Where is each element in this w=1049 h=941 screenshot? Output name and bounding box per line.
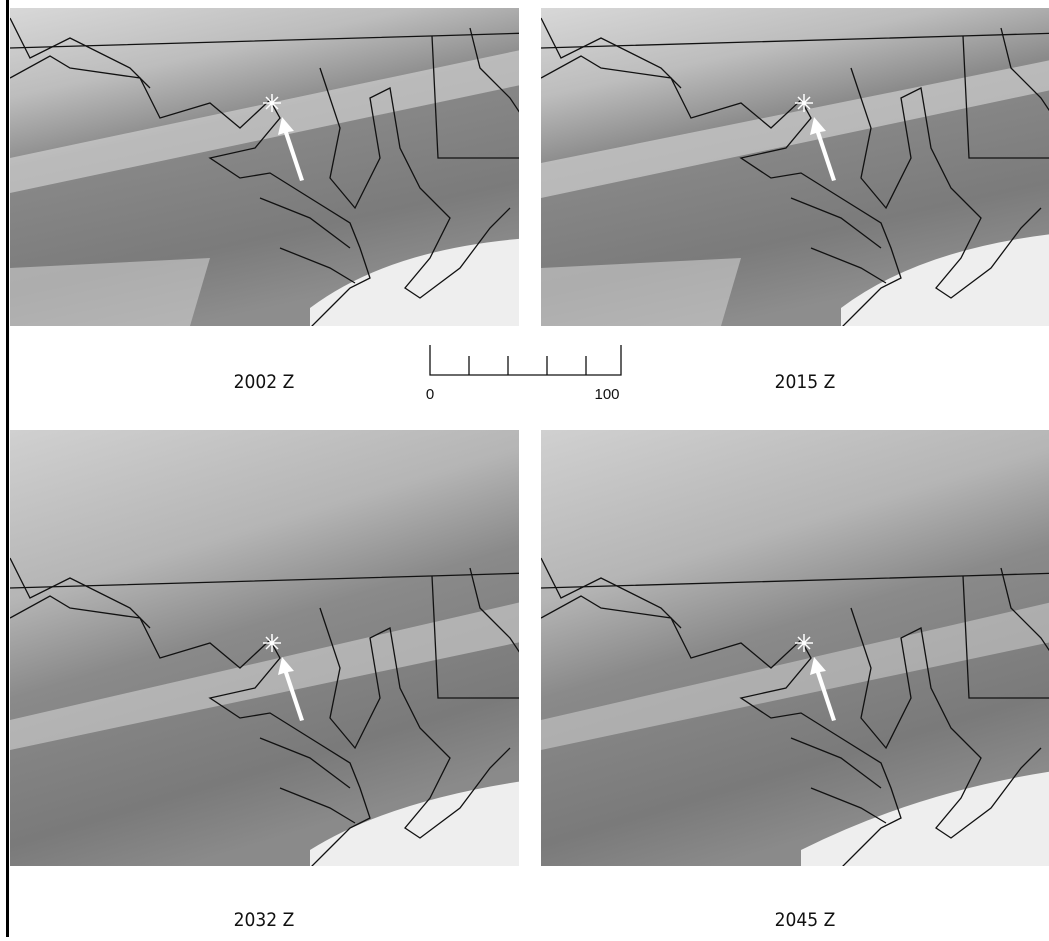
panel-label: 2045 Z: [775, 909, 836, 931]
panel-label: 2002 Z: [234, 371, 295, 393]
panel-label: 2015 Z: [775, 371, 836, 393]
satellite-panel: [10, 8, 530, 328]
panel-label: 2032 Z: [234, 909, 295, 931]
scale-label: 0: [426, 386, 434, 403]
scale-bar: [430, 345, 621, 375]
satellite-panel: [541, 430, 1049, 868]
scale-label: 100: [594, 386, 619, 403]
satellite-panel: [10, 430, 530, 868]
left-rule: [6, 0, 9, 937]
figure: 2002 Z 2015 Z 2032 Z 2045 Z 0 100: [0, 0, 1049, 937]
satellite-panel: [541, 8, 1049, 328]
